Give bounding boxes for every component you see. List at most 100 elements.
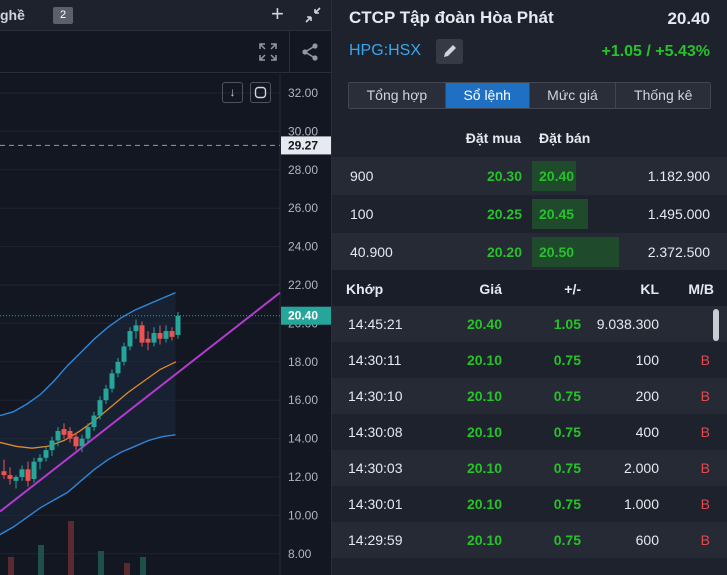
- price-tick-label: 14.00: [288, 432, 318, 446]
- chart-tab-label[interactable]: ghề: [0, 7, 25, 23]
- trade-side: B: [700, 424, 710, 440]
- level-tag-label: 29.27: [288, 138, 318, 152]
- candle-body: [79, 438, 85, 447]
- trade-price: 20.10: [466, 352, 502, 368]
- chart-toolbar: [0, 31, 331, 73]
- trades-header: Khớp Giá +/- KL M/B: [332, 270, 727, 306]
- trade-side: B: [700, 532, 710, 548]
- candle-body: [49, 440, 55, 451]
- candle-body: [85, 427, 91, 439]
- trade-side: B: [700, 388, 710, 404]
- orderbook-header: Đặt mua Đặt bán: [332, 122, 727, 156]
- trade-row: 14:30:11 20.10 0.75 100 B: [332, 342, 727, 378]
- candle-body: [55, 430, 61, 441]
- ask-price: 20.45: [539, 206, 575, 222]
- candle-body: [61, 429, 67, 435]
- bid-price: 20.20: [486, 244, 522, 260]
- candle-body: [19, 469, 25, 477]
- collapse-icon[interactable]: [303, 5, 323, 25]
- candle-body: [115, 361, 121, 374]
- price-chart[interactable]: 32.0030.0028.0026.0024.0022.0020.0018.00…: [0, 74, 331, 575]
- candle-body: [133, 325, 139, 332]
- trade-time: 14:30:03: [348, 460, 403, 476]
- reset-view-icon: [254, 86, 267, 99]
- trade-change: 0.75: [553, 352, 581, 368]
- download-icon: ↓: [229, 85, 236, 99]
- ask-depth-bar: [532, 161, 576, 191]
- bollinger-fill: [0, 292, 176, 535]
- edit-symbol-button[interactable]: [436, 39, 463, 64]
- trade-side: B: [700, 352, 710, 368]
- trades-scrollbar[interactable]: [713, 309, 719, 341]
- trade-volume: 200: [635, 388, 659, 404]
- time-header: Khớp: [346, 281, 384, 297]
- symbol-label[interactable]: HPG:HSX: [349, 42, 422, 59]
- expand-icon[interactable]: [258, 42, 278, 62]
- bid-price: 20.25: [486, 206, 522, 222]
- candle-body: [109, 373, 115, 389]
- trade-price: 20.10: [466, 532, 502, 548]
- download-button[interactable]: ↓: [222, 82, 243, 103]
- trade-price: 20.10: [466, 424, 502, 440]
- trade-volume: 600: [635, 532, 659, 548]
- price-tick-label: 30.00: [288, 124, 318, 138]
- ask-header: Đặt bán: [539, 130, 591, 146]
- tab-price-levels[interactable]: Mức giá: [529, 83, 617, 108]
- tab-statistics[interactable]: Thống kê: [616, 83, 710, 108]
- ask-volume: 1.182.900: [647, 168, 710, 184]
- candle-body: [7, 475, 13, 479]
- candle-body: [127, 331, 133, 347]
- candle-body: [37, 457, 43, 462]
- tab-order-book[interactable]: Sổ lệnh: [445, 83, 530, 108]
- candle-body: [139, 325, 145, 343]
- trade-price: 20.10: [466, 496, 502, 512]
- candle-body: [25, 469, 31, 481]
- bollinger-upper: [0, 292, 176, 417]
- candle-body: [91, 415, 97, 428]
- candle-body: [103, 388, 109, 401]
- volume-bars: [8, 521, 146, 575]
- pencil-icon: [444, 45, 456, 57]
- share-icon[interactable]: [300, 42, 320, 62]
- price-tick-label: 18.00: [288, 355, 318, 369]
- price-tick-label: 22.00: [288, 278, 318, 292]
- trade-time: 14:29:59: [348, 532, 403, 548]
- trade-change: 0.75: [553, 532, 581, 548]
- candle-body: [169, 331, 175, 337]
- candle-body: [31, 461, 37, 479]
- price-tick-label: 32.00: [288, 86, 318, 100]
- candle-body: [121, 346, 127, 362]
- info-tabs: Tổng hợp Sổ lệnh Mức giá Thống kê: [348, 82, 711, 109]
- volume-header: KL: [640, 281, 659, 297]
- trade-row: 14:30:08 20.10 0.75 400 B: [332, 414, 727, 450]
- chart-panel: ghề 2 + 32.0030.0028.0026.0024.0022.0020…: [0, 0, 331, 575]
- price-header: Giá: [479, 281, 502, 297]
- candle-body: [145, 338, 151, 343]
- trade-time: 14:45:21: [348, 316, 403, 332]
- trade-side: B: [700, 460, 710, 476]
- price-tick-label: 26.00: [288, 201, 318, 215]
- reset-view-button[interactable]: [250, 82, 271, 103]
- trade-time: 14:30:10: [348, 388, 403, 404]
- volume-bar: [124, 563, 130, 575]
- trade-price: 20.40: [466, 316, 502, 332]
- candle-body: [67, 430, 73, 439]
- trade-change: 0.75: [553, 424, 581, 440]
- orderbook-row: 900 20.30 20.40 1.182.900: [332, 157, 727, 195]
- candle-body: [163, 331, 169, 339]
- price-change: +1.05 / +5.43%: [601, 43, 710, 60]
- candlesticks: [1, 311, 181, 489]
- price-tick-label: 10.00: [288, 508, 318, 522]
- price-tick-label: 16.00: [288, 393, 318, 407]
- price-axis: 32.0030.0028.0026.0024.0022.0020.0018.00…: [281, 86, 331, 561]
- add-tab-button[interactable]: +: [271, 1, 284, 26]
- last-price: 20.40: [667, 9, 710, 28]
- stock-info-panel: CTCP Tập đoàn Hòa Phát 20.40 HPG:HSX +1.…: [331, 0, 727, 575]
- trade-change: 0.75: [553, 460, 581, 476]
- tab-summary[interactable]: Tổng hợp: [349, 83, 446, 108]
- trade-change: 0.75: [553, 388, 581, 404]
- candle-body: [1, 471, 7, 476]
- trade-volume: 9.038.300: [596, 316, 659, 332]
- ask-volume: 1.495.000: [647, 206, 710, 222]
- trade-change: 1.05: [553, 316, 581, 332]
